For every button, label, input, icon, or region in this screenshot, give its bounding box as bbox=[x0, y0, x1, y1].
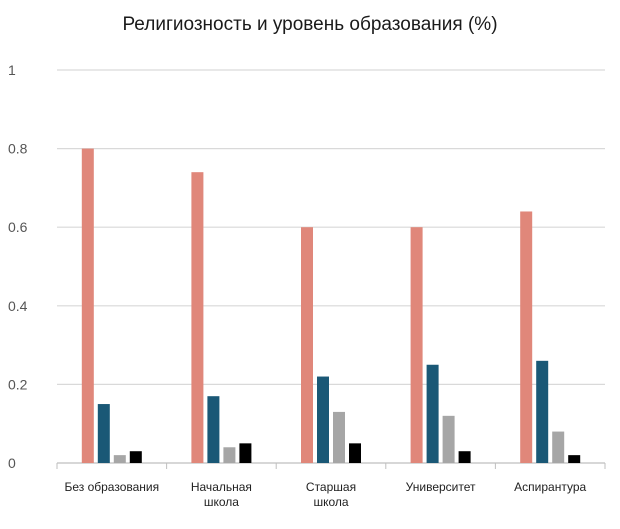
bar-series-4 bbox=[568, 455, 581, 463]
bar-series-3 bbox=[223, 447, 236, 463]
x-tick-label: Университет bbox=[406, 480, 476, 494]
y-tick-label: 0.6 bbox=[8, 219, 28, 235]
bar-series-2 bbox=[207, 396, 220, 463]
y-tick-label: 0.2 bbox=[8, 376, 28, 392]
y-tick-label: 0.8 bbox=[8, 141, 28, 157]
bar-series-3 bbox=[333, 411, 345, 463]
bar-series-3 bbox=[113, 455, 126, 463]
bar-series-4 bbox=[458, 451, 471, 463]
x-tick-label: Старшая школа bbox=[306, 480, 356, 509]
bars bbox=[81, 148, 581, 463]
bar-series-1 bbox=[301, 227, 313, 463]
bar-series-2 bbox=[317, 376, 329, 463]
bar-series-2 bbox=[426, 364, 439, 463]
bar-series-1 bbox=[410, 227, 423, 463]
y-tick-label: 0.4 bbox=[8, 298, 28, 314]
y-tick-label: 1 bbox=[8, 62, 16, 78]
x-tick-label: Аспирантура bbox=[514, 480, 586, 494]
bar-series-1 bbox=[520, 211, 533, 463]
gridlines bbox=[56, 69, 606, 469]
bar-series-2 bbox=[97, 404, 110, 463]
bar-series-3 bbox=[442, 415, 455, 463]
chart-title: Религиозность и уровень образования (%) bbox=[122, 14, 498, 35]
x-tick-label: Без образования bbox=[64, 480, 159, 494]
bar-series-4 bbox=[239, 443, 252, 463]
bar-series-1 bbox=[191, 172, 204, 463]
bar-series-4 bbox=[129, 451, 142, 463]
y-tick-label: 0 bbox=[8, 455, 16, 471]
bar-series-3 bbox=[552, 431, 565, 463]
bar-series-4 bbox=[349, 443, 361, 463]
y-axis-ticks: 0 0.2 0.4 0.6 0.8 1 bbox=[8, 62, 28, 471]
x-axis-ticks: Без образования Начальная школа Старшая школ… bbox=[64, 480, 586, 509]
x-tick-label: Начальная школа bbox=[191, 480, 252, 509]
bar-series-2 bbox=[536, 360, 549, 463]
bar-series-1 bbox=[81, 148, 94, 463]
